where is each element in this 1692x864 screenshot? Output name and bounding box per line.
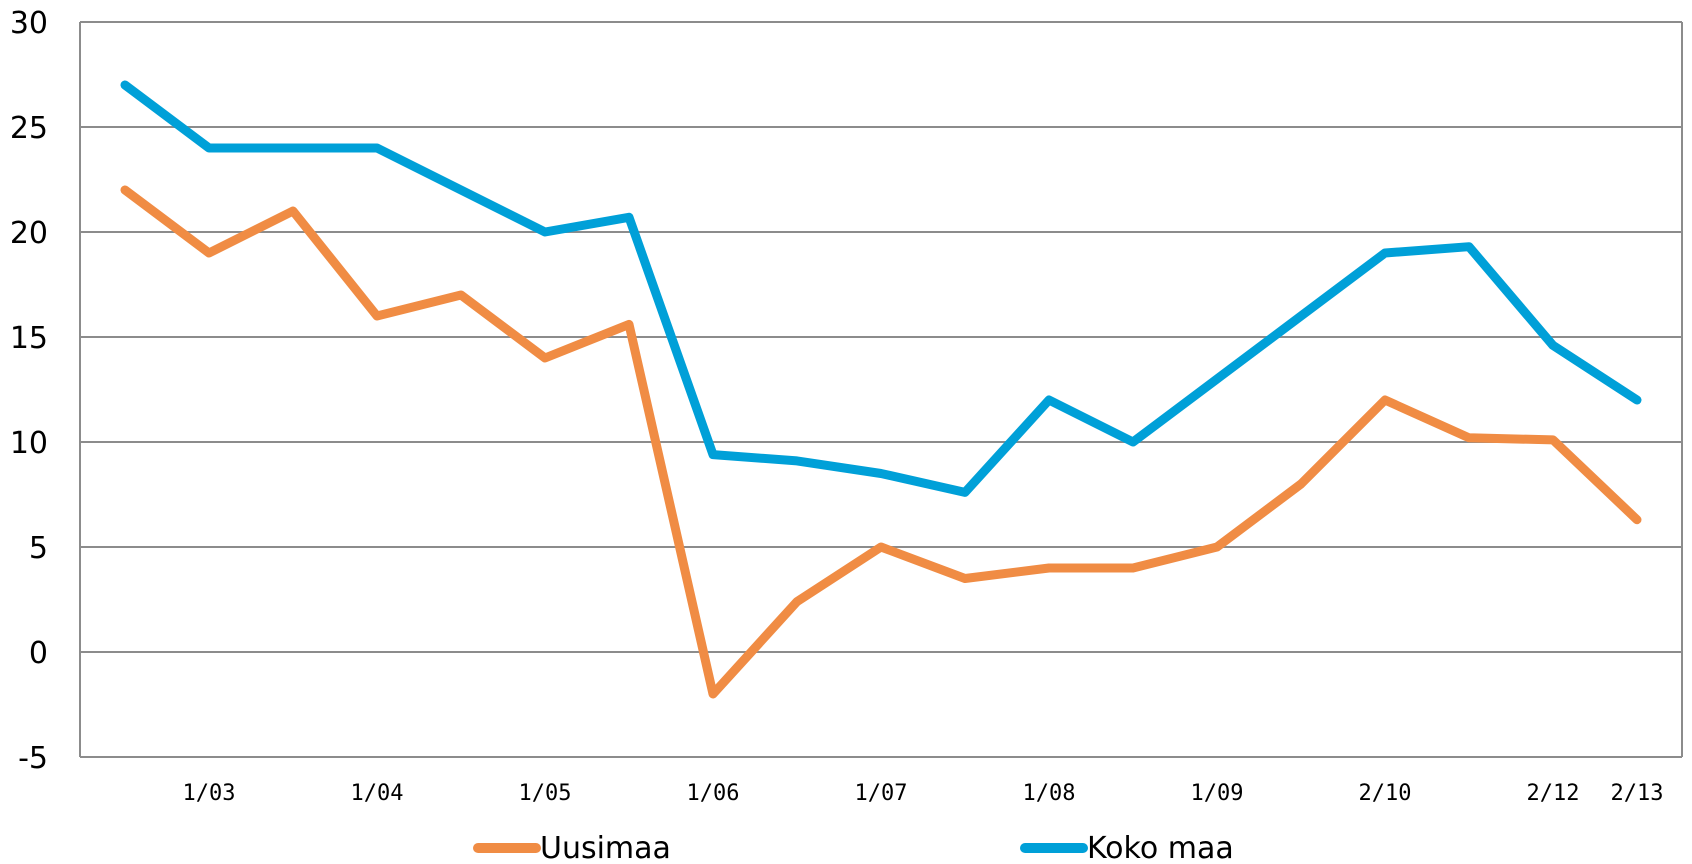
- data-point: [964, 577, 966, 580]
- legend-label: Uusimaa: [540, 831, 671, 864]
- data-point: [460, 189, 462, 191]
- data-point: [964, 491, 966, 494]
- x-tick-label: 1/04: [351, 781, 404, 806]
- data-point: [1468, 245, 1470, 248]
- data-point: [1300, 483, 1302, 485]
- data-point: [1636, 399, 1638, 401]
- data-point: [544, 357, 546, 359]
- data-point: [460, 294, 462, 296]
- x-tick-label: 1/06: [687, 781, 740, 806]
- data-point: [292, 210, 294, 212]
- x-tick-label: 1/05: [519, 781, 572, 806]
- data-point: [544, 231, 546, 233]
- data-point: [208, 147, 210, 149]
- data-point: [712, 453, 714, 456]
- data-point: [1384, 252, 1386, 254]
- data-point: [1216, 546, 1218, 548]
- data-point: [292, 147, 294, 149]
- data-point: [1132, 567, 1134, 569]
- x-tick-label: 1/08: [1023, 781, 1076, 806]
- data-point: [124, 189, 126, 191]
- data-point: [1300, 315, 1302, 317]
- gridlines: [80, 21, 1682, 653]
- data-point: [1384, 399, 1386, 401]
- x-tick-label: 1/07: [855, 781, 908, 806]
- y-tick-label: 15: [10, 321, 48, 356]
- data-point: [376, 147, 378, 149]
- y-tick-label: 30: [10, 6, 48, 41]
- data-point: [712, 693, 714, 695]
- data-point: [880, 546, 882, 548]
- data-point: [1636, 518, 1638, 521]
- y-tick-label: 5: [29, 531, 48, 566]
- y-tick-label: -5: [18, 741, 48, 776]
- x-axis-tick-labels: 1/03 1/04 1/05 1/06 1/07 1/08 1/09 2/10 2/12 2/13: [183, 781, 1664, 806]
- y-tick-label: 0: [29, 636, 48, 671]
- data-point: [1048, 567, 1050, 569]
- axes: [79, 22, 1683, 758]
- data-point: [1048, 399, 1050, 401]
- data-point: [1132, 441, 1134, 443]
- data-point: [1216, 378, 1218, 380]
- data-point: [880, 472, 882, 475]
- x-tick-label: 1/09: [1191, 781, 1244, 806]
- legend: Uusimaa Koko maa: [473, 831, 1234, 864]
- y-tick-label: 20: [10, 216, 48, 251]
- y-axis-tick-labels: -5 0 5 10 15 20 25 30: [10, 6, 48, 776]
- data-point: [628, 323, 630, 326]
- x-tick-label: 2/13: [1611, 781, 1664, 806]
- data-point: [796, 459, 798, 462]
- x-tick-label: 1/03: [183, 781, 236, 806]
- x-tick-label: 2/12: [1527, 781, 1580, 806]
- data-point: [1552, 438, 1554, 441]
- data-point: [208, 252, 210, 254]
- data-point: [376, 315, 378, 317]
- y-tick-label: 25: [10, 111, 48, 146]
- data-point: [124, 84, 126, 86]
- data-point: [1468, 436, 1470, 439]
- data-point: [796, 600, 798, 603]
- x-tick-label: 2/10: [1359, 781, 1412, 806]
- series-lines: [120, 80, 1642, 699]
- data-point: [1552, 344, 1554, 347]
- data-point: [628, 216, 630, 219]
- legend-label: Koko maa: [1087, 831, 1234, 864]
- y-tick-label: 10: [10, 426, 48, 461]
